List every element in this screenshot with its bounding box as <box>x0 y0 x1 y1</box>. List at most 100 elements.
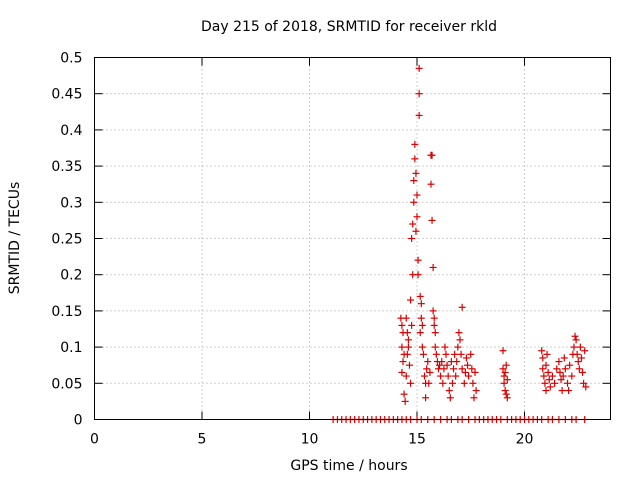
data-point <box>412 169 420 177</box>
data-point <box>573 350 581 358</box>
data-point <box>439 379 447 387</box>
data-point <box>576 343 584 351</box>
data-point <box>442 350 450 358</box>
data-point <box>427 180 435 188</box>
data-point <box>430 314 438 322</box>
data-point <box>538 347 546 355</box>
data-point <box>441 343 449 351</box>
data-point <box>540 372 548 380</box>
data-point <box>544 368 552 376</box>
data-point <box>402 314 410 322</box>
data-point <box>438 358 446 366</box>
y-tick-label: 0.2 <box>60 268 82 284</box>
data-point <box>398 368 406 376</box>
data-point <box>428 151 436 159</box>
data-point <box>448 379 456 387</box>
data-point <box>472 387 480 395</box>
data-point <box>471 368 479 376</box>
data-point <box>458 303 466 311</box>
data-point <box>539 365 547 373</box>
chart-title: Day 215 of 2018, SRMTID for receiver rkl… <box>201 19 497 35</box>
data-point <box>565 387 573 395</box>
x-tick-label: 10 <box>301 432 319 448</box>
data-point <box>582 383 590 391</box>
data-point <box>539 354 547 362</box>
data-point <box>457 350 465 358</box>
data-point <box>568 372 576 380</box>
data-point <box>404 336 412 344</box>
data-point <box>415 90 423 98</box>
data-point <box>443 361 451 369</box>
data-point <box>450 365 458 373</box>
data-point <box>422 394 430 402</box>
data-point <box>572 336 580 344</box>
plot-frame <box>94 57 611 420</box>
y-tick-label: 0.1 <box>60 340 82 356</box>
data-point <box>424 358 432 366</box>
data-point <box>428 216 436 224</box>
data-point <box>460 379 468 387</box>
data-point <box>546 383 554 391</box>
data-point <box>579 368 587 376</box>
data-point <box>468 365 476 373</box>
data-point <box>500 372 508 380</box>
data-point <box>542 361 550 369</box>
data-point <box>469 379 477 387</box>
data-point <box>399 358 407 366</box>
data-point <box>462 354 470 362</box>
data-point <box>580 379 588 387</box>
data-point <box>571 332 579 340</box>
x-tick-label: 0 <box>90 432 99 448</box>
data-point <box>458 365 466 373</box>
y-tick-label: 0.4 <box>60 123 82 139</box>
data-point <box>470 394 478 402</box>
data-point <box>570 343 578 351</box>
data-point <box>461 368 469 376</box>
data-point <box>404 343 412 351</box>
x-tick-label: 20 <box>516 432 534 448</box>
data-point <box>455 329 463 337</box>
x-axis-label: GPS time / hours <box>290 458 407 474</box>
data-points <box>329 64 590 423</box>
data-point <box>500 379 508 387</box>
data-point <box>577 354 585 362</box>
data-point <box>426 368 434 376</box>
data-point <box>407 379 415 387</box>
axis-ticks <box>94 57 611 420</box>
data-point <box>548 372 556 380</box>
y-axis-label: SRMTID / TECUs <box>7 182 23 295</box>
y-tick-label: 0.45 <box>51 87 82 103</box>
data-point <box>431 329 439 337</box>
data-point <box>501 368 509 376</box>
data-point <box>561 365 569 373</box>
data-point <box>436 361 444 369</box>
data-point <box>403 329 411 337</box>
data-point <box>556 368 564 376</box>
y-tick-label: 0.5 <box>60 51 82 67</box>
data-point <box>413 213 421 221</box>
data-point <box>398 343 406 351</box>
x-tick-label: 15 <box>408 432 426 448</box>
data-point <box>564 379 571 387</box>
data-point <box>543 350 551 358</box>
data-point <box>446 394 454 402</box>
data-point <box>415 64 423 72</box>
data-point <box>432 350 440 358</box>
data-point <box>558 387 566 395</box>
data-point <box>541 379 549 387</box>
data-point <box>502 361 510 369</box>
data-point <box>429 263 437 271</box>
data-point <box>405 361 413 369</box>
data-point <box>445 387 453 395</box>
data-point <box>418 343 426 351</box>
data-point <box>410 177 418 185</box>
data-point <box>413 191 421 199</box>
data-point <box>451 350 459 358</box>
data-point <box>417 300 425 308</box>
data-point <box>416 292 424 300</box>
data-point <box>425 379 433 387</box>
data-point <box>407 296 415 304</box>
data-point <box>499 365 507 373</box>
data-point <box>545 376 553 384</box>
data-point <box>555 358 563 366</box>
